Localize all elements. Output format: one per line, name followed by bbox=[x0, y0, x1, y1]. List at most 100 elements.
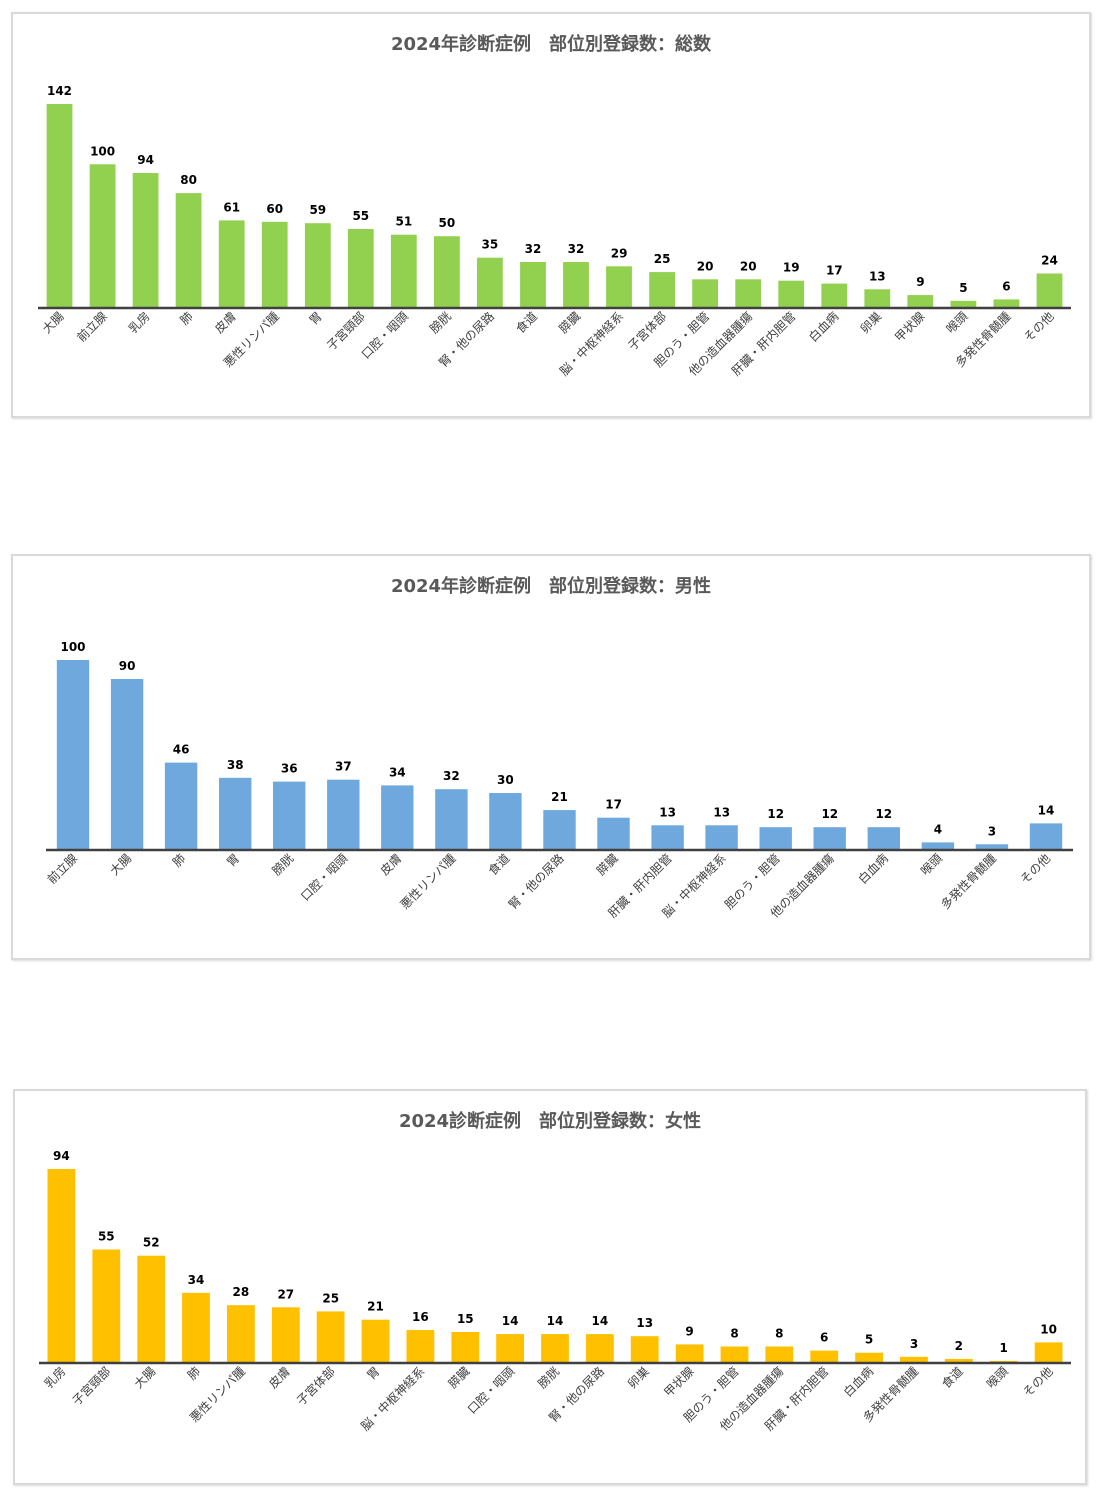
data-label: 61 bbox=[223, 200, 240, 214]
category-label: 前立腺 bbox=[44, 851, 80, 887]
bar bbox=[381, 785, 414, 850]
bar bbox=[606, 266, 632, 308]
category-label: 胃 bbox=[224, 851, 242, 869]
bar bbox=[435, 789, 468, 850]
bar bbox=[705, 825, 738, 850]
data-label: 6 bbox=[820, 1331, 828, 1345]
category-label: 膀胱 bbox=[426, 309, 454, 337]
data-label: 8 bbox=[775, 1327, 783, 1341]
data-label: 14 bbox=[547, 1314, 564, 1328]
category-label: 卵巣 bbox=[625, 1364, 652, 1391]
data-label: 13 bbox=[636, 1316, 653, 1330]
data-label: 35 bbox=[482, 238, 499, 252]
data-label: 17 bbox=[605, 798, 622, 812]
category-label: 白血病 bbox=[855, 851, 891, 887]
chart-total-svg: 2024年診断症例 部位別登録数：総数 142 大腸 100 前立腺 94 乳房 80 肺 61 皮… bbox=[38, 33, 1071, 379]
bar bbox=[390, 234, 417, 308]
data-label: 8 bbox=[730, 1327, 738, 1341]
bar bbox=[864, 289, 891, 308]
data-label: 20 bbox=[740, 259, 757, 273]
category-label: 多発性骨髄腫 bbox=[937, 851, 999, 913]
bar bbox=[47, 1169, 76, 1363]
data-label: 13 bbox=[713, 805, 730, 819]
data-label: 25 bbox=[654, 252, 671, 266]
data-label: 12 bbox=[875, 807, 892, 821]
data-label: 4 bbox=[934, 822, 942, 836]
category-label: 膵臓 bbox=[556, 309, 583, 336]
bar bbox=[541, 1334, 569, 1363]
data-label: 24 bbox=[1041, 254, 1058, 268]
category-label: 食道 bbox=[513, 309, 541, 337]
category-label: 腎・他の尿路 bbox=[505, 851, 567, 913]
data-label: 13 bbox=[869, 269, 886, 283]
category-label: 膵臓 bbox=[446, 1364, 473, 1391]
data-label: 1 bbox=[1000, 1341, 1008, 1355]
data-label: 19 bbox=[783, 261, 800, 275]
data-label: 142 bbox=[47, 84, 72, 98]
category-label: 胃 bbox=[307, 309, 325, 327]
data-label: 14 bbox=[502, 1314, 519, 1328]
data-label: 90 bbox=[119, 659, 136, 673]
category-label: 口腔・咽頭 bbox=[297, 851, 350, 904]
data-label: 12 bbox=[821, 807, 838, 821]
category-label: 大腸 bbox=[107, 851, 134, 878]
bar bbox=[520, 262, 546, 308]
bar bbox=[361, 1319, 390, 1363]
category-label: 乳房 bbox=[125, 309, 153, 337]
category-label: その他 bbox=[1018, 851, 1053, 886]
bar bbox=[327, 779, 360, 850]
bar bbox=[110, 679, 144, 850]
bar bbox=[182, 1292, 210, 1363]
bar bbox=[543, 810, 576, 850]
data-label: 25 bbox=[322, 1291, 339, 1305]
bar bbox=[56, 660, 90, 850]
category-label: 悪性リンパ腫 bbox=[398, 851, 459, 912]
data-label: 94 bbox=[137, 153, 154, 167]
data-label: 60 bbox=[266, 202, 283, 216]
data-label: 3 bbox=[988, 824, 996, 838]
category-label: 前立腺 bbox=[74, 309, 110, 345]
data-label: 10 bbox=[1040, 1322, 1057, 1336]
bar bbox=[993, 299, 1020, 308]
data-label: 16 bbox=[412, 1310, 429, 1324]
category-label: 肺 bbox=[170, 851, 188, 869]
data-label: 32 bbox=[525, 242, 542, 256]
bar bbox=[651, 825, 684, 850]
category-label: 胆のう・胆管 bbox=[721, 851, 783, 913]
chart-male-svg: 2024年診断症例 部位別登録数：男性 100 前立腺 90 大腸 46 肺 38 胃 36 膀胱 3… bbox=[44, 575, 1073, 921]
bar bbox=[219, 777, 252, 850]
category-label: 皮膚 bbox=[211, 309, 239, 337]
bar bbox=[867, 827, 900, 850]
chart-title: 2024年診断症例 部位別登録数：男性 bbox=[391, 575, 711, 597]
data-label: 20 bbox=[697, 259, 714, 273]
data-label: 46 bbox=[173, 743, 190, 757]
bar bbox=[46, 104, 73, 308]
data-label: 32 bbox=[443, 769, 460, 783]
bar bbox=[720, 1346, 749, 1363]
bar bbox=[261, 221, 288, 308]
data-label: 32 bbox=[568, 242, 585, 256]
chart-title: 2024診断症例 部位別登録数：女性 bbox=[399, 1110, 701, 1132]
bar bbox=[347, 229, 374, 308]
category-label: 食道 bbox=[485, 851, 513, 879]
category-label: 喉頭 bbox=[984, 1364, 1011, 1391]
bar bbox=[477, 257, 503, 308]
data-label: 9 bbox=[685, 1324, 693, 1338]
category-label: 皮膚 bbox=[377, 851, 405, 879]
data-label: 14 bbox=[1038, 803, 1055, 817]
bar bbox=[630, 1336, 659, 1363]
bar bbox=[813, 827, 846, 850]
category-label: 白血病 bbox=[840, 1364, 876, 1400]
data-label: 2 bbox=[955, 1339, 963, 1353]
bar bbox=[735, 279, 762, 308]
data-label: 55 bbox=[98, 1230, 115, 1244]
category-label: 乳房 bbox=[41, 1364, 69, 1392]
category-label: 子宮体部 bbox=[625, 309, 670, 354]
data-label: 9 bbox=[916, 275, 924, 289]
bar bbox=[434, 236, 460, 308]
bar bbox=[227, 1305, 255, 1363]
bar bbox=[316, 1311, 345, 1363]
bar bbox=[900, 1356, 928, 1363]
bar bbox=[675, 1344, 704, 1363]
bar bbox=[1034, 1342, 1063, 1363]
